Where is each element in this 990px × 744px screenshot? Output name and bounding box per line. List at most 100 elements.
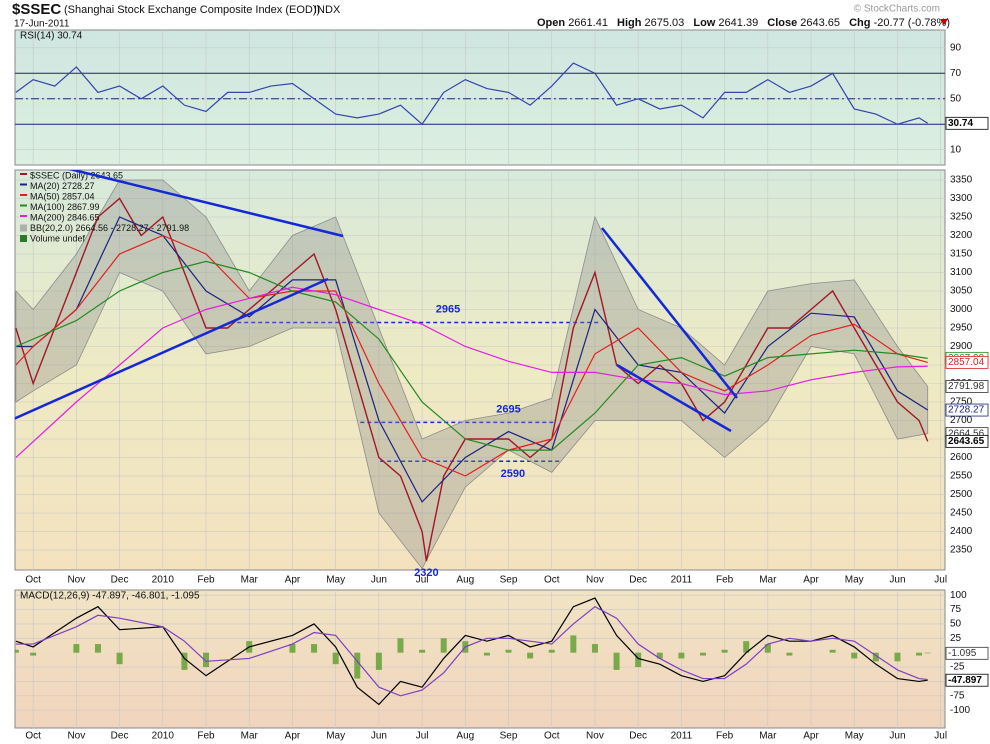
quote-value: 2641.39 [718,17,758,29]
y-tick-label: 3250 [950,212,973,223]
value-tag-label: 2664.56 [948,428,985,439]
quote-value: 2675.03 [645,17,685,29]
x-tick-label: Apr [803,575,819,586]
y-tick-label: 2750 [950,397,973,408]
x-tick-label: Feb [716,575,734,586]
band-area [15,179,929,570]
y-tick-label: 75 [950,604,962,615]
y-tick-label: 25 [950,633,962,644]
x-tick-label: Mar [241,731,259,742]
x-tick-label: Dec [629,731,647,742]
quote-value: 2643.65 [800,17,840,29]
x-tick-label: Dec [111,731,129,742]
trendlines [15,170,738,433]
value-tag [945,380,989,393]
histogram-bar [375,652,382,670]
x-tick-label: Sep [500,575,518,586]
plot-layer: 10 3050 70 90 RSI(14) 30.74 30.74 Oct Nov Dec 201… [15,30,989,742]
x-tick-label: Aug [456,575,474,586]
histogram-bar [548,649,555,653]
series-line [15,62,929,126]
quote-value: -20.77 (-0.78%) [874,17,950,29]
x-tick-label: Dec [111,575,129,586]
plot [15,170,945,570]
legend-swatch [20,204,27,207]
x-tick-label: Apr [285,575,301,586]
x-tick-label: Dec [629,575,647,586]
legend-swatch [20,224,27,232]
histogram-bar [851,652,858,659]
x-tick-label: Oct [544,575,560,586]
quote: Open 2661.41 High 2675.03 Low 2641.39 Cl… [537,17,950,29]
value-tag-label: 2643.65 [948,436,985,447]
quote-label: Chg [849,17,870,29]
x-tick-label: Feb [716,731,734,742]
x-tick-label: Jul [416,731,429,742]
x-tick-label: Jul [416,575,429,586]
legend-entry: MA(100) 2867.99 [30,202,100,212]
y-tick-label: 2950 [950,323,973,334]
histogram-bar [916,652,923,656]
value-tag-label: -1.095 [948,648,977,659]
x-tick-label: Jul [934,575,947,586]
y-tick-label: 100 [950,590,967,601]
y-tick-label: 3000 [950,304,973,315]
y-tick-label: 2400 [950,526,973,537]
legend-swatch [20,235,27,242]
series-line [15,234,928,477]
x-tick-label: Nov [586,575,604,586]
histogram-bar [699,652,706,656]
date: 17-Jun-2011 [14,19,70,30]
y-tick-label: 3350 [950,175,973,186]
panel-title: RSI(14) 30.74 [20,31,83,42]
x-tick-label: Mar [759,575,777,586]
x-tick-label: May [845,575,864,586]
x-tick-label: Jul [934,731,947,742]
x-tick-label: Mar [241,575,259,586]
histogram-bar [591,644,598,653]
x-tick-label: Jun [371,731,387,742]
histogram-bar [73,644,80,653]
histogram-bar [354,652,361,679]
value-tag [945,355,989,369]
x-tick-label: Oct [25,731,41,742]
quote-label: High [617,17,642,29]
x-tick-label: Jun [371,575,387,586]
series-line [15,286,928,458]
y-tick-label: 3200 [950,230,973,241]
histogram-bar [786,652,793,656]
y-tick-label: 2900 [950,341,973,352]
x-tick-label: Oct [25,575,41,586]
index-name: (Shanghai Stock Exchange Composite Index… [64,4,320,16]
x-tick-label: May [326,731,345,742]
x-tick-label: 2011 [671,731,693,742]
quote-value: 2661.41 [568,17,608,29]
y-tick-label: 2500 [950,489,973,500]
y-tick-label: 2700 [950,415,973,426]
series-line [15,605,928,697]
legend-entry: MA(200) 2846.65 [30,212,100,222]
histogram-bar [332,652,339,665]
series-line [15,597,928,706]
macd-panel [14,589,946,729]
y-tick-label: -75 [950,690,965,701]
y-tick-label: 50 [950,619,962,630]
histogram-bar [635,652,642,668]
symbol: $SSEC [12,1,61,18]
y-tick-label: 2550 [950,471,973,482]
histogram-bar [30,652,37,656]
histogram-bar [440,638,447,653]
x-tick-label: Oct [544,731,560,742]
histogram-bar [289,644,296,653]
x-tick-label: 2011 [671,575,693,586]
rsi-panel [14,29,946,166]
exchange: INDX [314,4,341,16]
value-tag [945,646,989,660]
trendline [616,363,732,433]
y-tick-label: 3150 [950,249,973,260]
value-tag [945,673,989,687]
legend-entry: BB(20,2.0) 2664.56 - 2728.27 - 2791.98 [30,223,189,233]
value-tag [945,403,989,417]
y-tick-label: 3300 [950,193,973,204]
y-tick-label: 90 [950,42,962,53]
